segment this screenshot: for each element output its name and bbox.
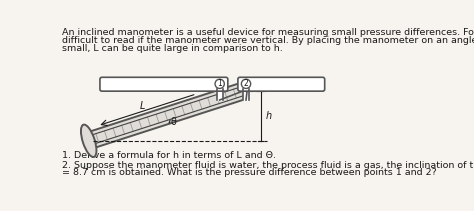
Text: difficult to read if the manometer were vertical. By placing the manometer on an: difficult to read if the manometer were … xyxy=(63,36,474,45)
Text: 2: 2 xyxy=(244,79,248,88)
Text: small, L can be quite large in comparison to h.: small, L can be quite large in compariso… xyxy=(63,44,283,53)
Text: An inclined manometer is a useful device for measuring small pressure difference: An inclined manometer is a useful device… xyxy=(63,28,474,37)
FancyBboxPatch shape xyxy=(100,77,228,91)
Polygon shape xyxy=(86,83,246,149)
Polygon shape xyxy=(243,89,249,100)
Text: L: L xyxy=(140,101,145,111)
Circle shape xyxy=(241,79,251,88)
Text: h: h xyxy=(265,111,271,121)
Polygon shape xyxy=(217,89,223,100)
Text: = 8.7 cm is obtained. What is the pressure difference between points 1 and 2?: = 8.7 cm is obtained. What is the pressu… xyxy=(63,168,437,177)
Text: 2. Suppose the manometer fluid is water, the process fluid is a gas, the inclina: 2. Suppose the manometer fluid is water,… xyxy=(63,161,474,170)
Text: 1. Derive a formula for h in terms of L and Θ.: 1. Derive a formula for h in terms of L … xyxy=(63,151,276,160)
Circle shape xyxy=(215,79,224,88)
Text: 1: 1 xyxy=(217,79,222,88)
Ellipse shape xyxy=(81,125,96,157)
FancyBboxPatch shape xyxy=(238,77,325,91)
Text: θ: θ xyxy=(171,117,177,127)
